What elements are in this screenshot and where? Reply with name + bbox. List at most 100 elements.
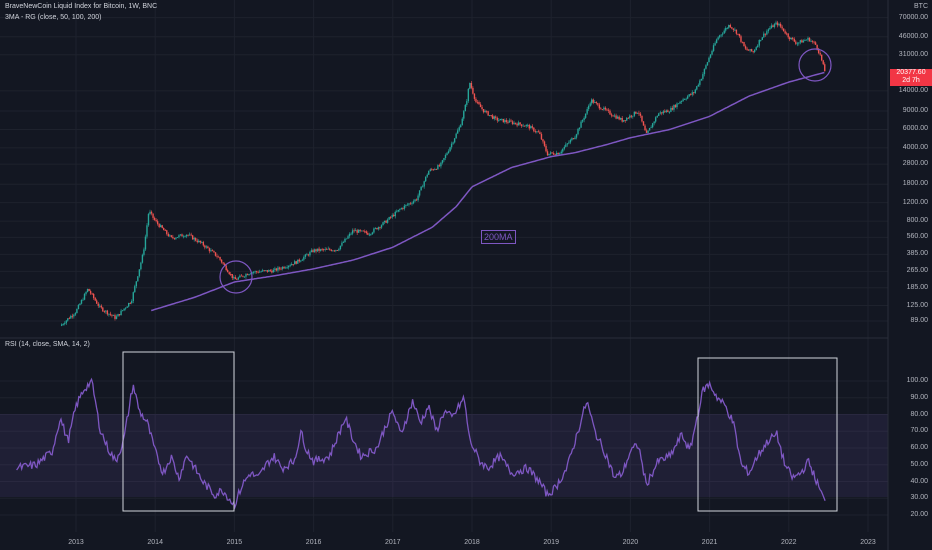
candle-body [577, 128, 579, 135]
candle [700, 78, 703, 81]
candle [609, 109, 611, 115]
candle-body [201, 242, 203, 243]
candle [283, 265, 285, 270]
candle [659, 110, 661, 115]
candle-body [674, 105, 677, 108]
candle-body [400, 208, 403, 210]
candle-body [589, 103, 591, 106]
candle [460, 123, 462, 128]
rsi-box-2014 [122, 351, 235, 512]
candle-body [658, 113, 660, 116]
candle-body [159, 225, 162, 228]
candle [382, 221, 384, 226]
candle [92, 292, 95, 300]
candle-body [344, 238, 346, 243]
candle-body [685, 98, 687, 100]
candle [676, 102, 678, 110]
candle [385, 219, 387, 224]
candle-body [450, 143, 453, 148]
candle [735, 29, 738, 36]
candle [170, 234, 173, 238]
candle-body [108, 313, 110, 315]
candle-body [732, 28, 735, 30]
candle [511, 120, 514, 126]
candle [324, 247, 326, 252]
candle [310, 248, 313, 253]
candle-body [778, 23, 780, 26]
candle [466, 99, 468, 107]
candle-body [150, 211, 153, 214]
candle-body [443, 157, 445, 161]
candle-body [399, 209, 401, 211]
candle-body [365, 231, 367, 234]
candle [760, 39, 762, 42]
candle-body [691, 92, 693, 95]
candle-body [616, 116, 619, 119]
candle-body [661, 112, 663, 114]
candle-body [208, 248, 211, 252]
candle-body [126, 306, 128, 308]
candle-body [173, 237, 176, 239]
candle-body [92, 293, 95, 298]
candle [127, 302, 130, 308]
candle [309, 250, 311, 258]
candle [505, 118, 508, 124]
candle [290, 262, 293, 266]
candle [502, 118, 505, 123]
candle [226, 268, 229, 273]
candle [114, 313, 116, 321]
candle [691, 90, 693, 97]
candle [732, 28, 735, 32]
candle-body [606, 109, 608, 111]
candle-body [463, 111, 465, 119]
candle [752, 50, 754, 54]
candle-body [668, 111, 671, 113]
candle [668, 110, 671, 114]
candle [62, 323, 64, 326]
candle-body [679, 101, 681, 104]
candle [472, 86, 474, 95]
year-tick-label: 2019 [543, 539, 559, 546]
candle [357, 229, 360, 233]
candle [178, 234, 180, 239]
candle-body [274, 268, 276, 270]
candle-body [117, 314, 119, 317]
candle [510, 118, 512, 122]
candle-body [179, 234, 182, 236]
candle-body [170, 235, 173, 237]
candle-body [562, 148, 564, 152]
candle-body [741, 41, 744, 43]
candle-body [386, 219, 389, 223]
candle-body [99, 305, 101, 307]
candle [793, 37, 795, 43]
candle-body [429, 169, 431, 172]
candle [642, 120, 645, 126]
candle-body [163, 228, 165, 231]
candle [292, 264, 294, 267]
candle [645, 128, 648, 133]
candle-body [65, 320, 67, 324]
candle-body [603, 107, 605, 110]
candle-body [721, 33, 724, 35]
candle [799, 39, 802, 45]
year-tick-label: 2023 [860, 539, 876, 546]
candle-body [498, 120, 500, 121]
candle [513, 120, 515, 126]
candle-body [520, 124, 523, 127]
candle-body [97, 303, 99, 306]
rsi-tick-label: 90.00 [910, 393, 928, 401]
candle [400, 207, 403, 210]
candle-body [156, 221, 159, 224]
candle-body [246, 274, 249, 276]
candle-body [814, 42, 817, 45]
candle [354, 228, 357, 232]
candle [190, 232, 192, 237]
candle [233, 275, 235, 280]
candle [367, 231, 369, 236]
candle [654, 116, 657, 124]
candle-body [711, 50, 713, 55]
candle [135, 281, 138, 289]
candle [265, 270, 267, 272]
candle [792, 36, 794, 41]
candle-body [198, 240, 200, 243]
